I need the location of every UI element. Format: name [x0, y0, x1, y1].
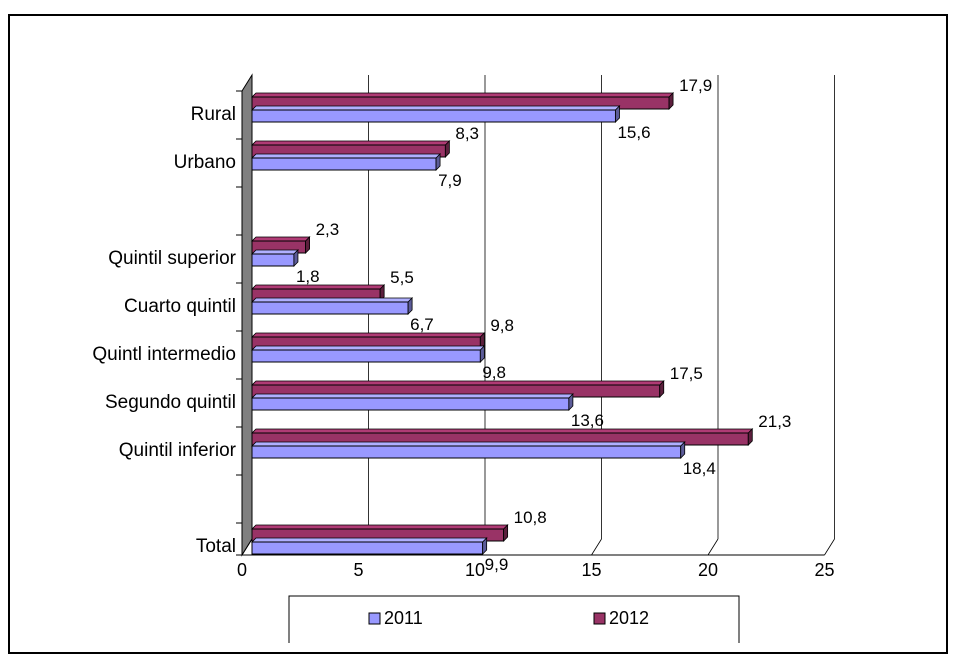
value-label-2011: 15,6 [617, 123, 650, 142]
value-label-2011: 13,6 [571, 411, 604, 430]
legend-swatch [368, 612, 381, 625]
bar-top [251, 345, 486, 351]
value-label-2012: 17,5 [670, 364, 703, 383]
bar-side [503, 524, 509, 542]
bar-top [251, 393, 574, 399]
x-tick-label: 25 [814, 560, 834, 580]
bar-side [479, 345, 485, 363]
chart-walls [241, 73, 253, 557]
floor-line [591, 538, 602, 556]
value-label-2011: 9,9 [485, 555, 509, 574]
bar-side [407, 297, 413, 315]
bar-top [251, 380, 665, 386]
bar-front [251, 109, 616, 123]
bar-front [251, 253, 295, 267]
category-label: Total [196, 536, 236, 557]
legend-label: 2012 [609, 608, 649, 628]
x-tick-label: 0 [237, 560, 247, 580]
legend: 2011 2012 [288, 595, 740, 643]
bar-side [305, 236, 310, 254]
bar-side [444, 140, 450, 158]
value-label-2012: 10,8 [514, 508, 547, 527]
bar-2011 [251, 105, 621, 123]
bar-top [251, 297, 414, 303]
bar-side [379, 284, 385, 302]
bar-top [251, 441, 686, 447]
value-label-2012: 9,8 [490, 316, 514, 335]
x-tick-label: 20 [698, 560, 718, 580]
bar-2011 [251, 441, 686, 459]
bars [251, 92, 754, 555]
category-label: Urbano [174, 152, 236, 173]
bar-front [251, 157, 437, 171]
bar-2011 [251, 153, 442, 171]
x-tick-label: 15 [581, 560, 601, 580]
bar-2011 [251, 249, 299, 267]
x-tick-label: 10 [465, 560, 485, 580]
bar-side [668, 92, 674, 110]
bar-side [747, 428, 753, 446]
bar-side [293, 249, 299, 267]
bar-top [251, 537, 488, 543]
bar-front [251, 397, 570, 411]
bar-front [251, 349, 481, 363]
bar-top [251, 428, 754, 434]
bar-front [251, 541, 484, 555]
bar-top [251, 332, 486, 338]
value-label-2011: 1,8 [296, 267, 320, 286]
value-label-2011: 6,7 [410, 315, 434, 334]
value-label-2012: 8,3 [455, 124, 479, 143]
category-label: Rural [191, 104, 236, 125]
bar-2011 [251, 537, 488, 555]
bar-2011 [251, 297, 414, 315]
legend-box [288, 595, 740, 643]
bar-side [482, 537, 488, 555]
value-labels: 17,9 15,6 8,3 7,9 2,3 1,8 5,5 6,7 9,8 9,8 17,5 13,6… [296, 76, 791, 574]
floor-line [707, 538, 719, 556]
category-label: Segundo quintil [105, 392, 236, 413]
value-label-2011: 18,4 [683, 459, 716, 478]
bar-top [251, 140, 451, 146]
bar-side [680, 441, 686, 459]
bar-2011 [251, 393, 574, 411]
bar-top [251, 153, 442, 159]
bar-top [251, 249, 299, 255]
category-labels: Rural Urbano Quintil superior Cuarto quinti… [92, 104, 236, 557]
bar-side [479, 332, 485, 350]
bar-top [251, 524, 509, 530]
value-label-2012: 17,9 [679, 76, 712, 95]
category-label: Quintil inferior [119, 440, 237, 461]
category-label: Cuarto quintil [124, 296, 236, 317]
x-tick-label: 5 [353, 560, 363, 580]
bar-2011 [251, 345, 486, 363]
left-wall [241, 73, 253, 557]
floor-line [241, 538, 253, 556]
bar-front [251, 301, 409, 315]
bar-side [435, 153, 441, 171]
category-label: Quintil superior [108, 248, 236, 269]
legend-swatch [593, 612, 606, 625]
bar-front [251, 445, 682, 459]
legend-label: 2011 [384, 608, 423, 628]
value-label-2012: 5,5 [390, 268, 414, 287]
bar-top [251, 92, 675, 98]
value-label-2011: 7,9 [438, 171, 462, 190]
value-label-2012: 21,3 [758, 412, 791, 431]
category-label: Quintl intermedio [92, 344, 236, 365]
value-label-2012: 2,3 [316, 220, 340, 239]
bar-top [251, 105, 621, 111]
value-label-2011: 9,8 [482, 363, 506, 382]
floor-line [824, 538, 835, 556]
bar-side [615, 105, 620, 123]
x-axis: 0 5 10 15 20 25 [236, 90, 835, 580]
bar-side [659, 380, 665, 398]
bar-top [251, 236, 311, 242]
bar-side [568, 393, 574, 411]
